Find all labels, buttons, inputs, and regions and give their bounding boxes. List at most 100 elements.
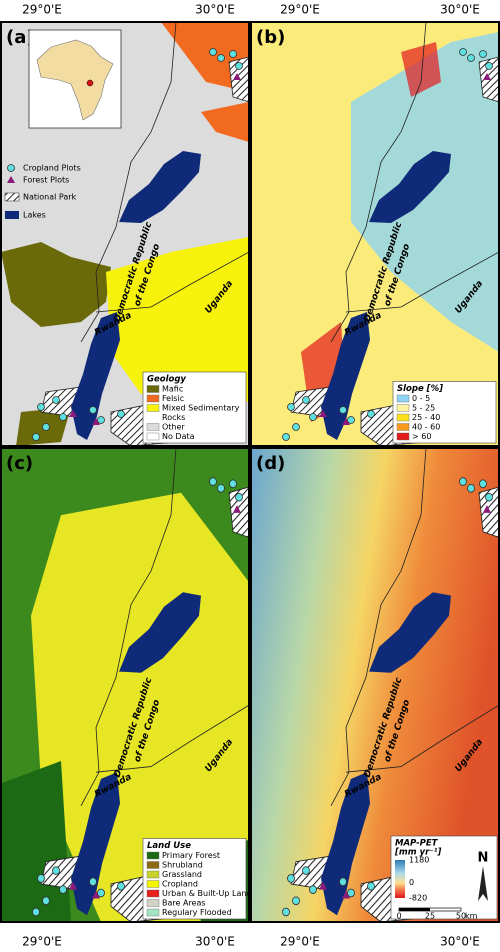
colorbar: [395, 860, 405, 898]
cropland-plot: [367, 410, 375, 418]
africa: [36, 39, 114, 121]
sedimentary-area: [106, 237, 249, 402]
panel-frame: [250, 447, 500, 923]
legend-swatch: [146, 394, 160, 403]
cropland-plot: [367, 881, 375, 891]
legend-swatch: [396, 423, 410, 431]
legend-label: Felsic: [162, 394, 184, 403]
legend-label: Forest Plots: [23, 176, 69, 185]
cropland-plot: [302, 396, 310, 404]
longitude-label: 30°0'E: [195, 935, 235, 949]
longitude-label: 29°0'E: [22, 935, 62, 949]
legend-swatch: [396, 413, 410, 422]
cropland-plot: [347, 888, 355, 898]
forest-plot: [69, 881, 77, 890]
cropland-plot: [347, 416, 355, 424]
panel-label: (c): [6, 453, 33, 474]
cropland-plot: [292, 423, 300, 431]
legend-swatch: [146, 880, 160, 888]
legend-swatch: [146, 385, 160, 393]
panel-frame: [0, 21, 250, 447]
cropland-plot: [302, 866, 310, 875]
lake: [321, 312, 370, 440]
legend-box: [142, 371, 247, 444]
legend-label: > 60: [412, 432, 431, 441]
legend-title: MAP-PET: [395, 839, 439, 849]
lake: [321, 772, 370, 916]
scale-tick-label: 0: [396, 912, 401, 921]
country-border: [330, 447, 500, 806]
cropland-plot: [292, 896, 300, 906]
forest-plot: [319, 410, 327, 417]
cropland-plot: [467, 483, 475, 493]
legend-label: 40 - 60: [412, 423, 440, 432]
cropland-plot: [235, 62, 243, 70]
panel-label: (b): [256, 27, 285, 48]
cropland-plot: [479, 479, 487, 489]
cropland-plot: [282, 907, 290, 917]
cropland-plot: [459, 477, 467, 486]
forest-plot: [483, 505, 491, 513]
longitude-label: 29°0'E: [280, 935, 320, 949]
lake: [119, 592, 201, 673]
cropland-plot: [59, 885, 67, 894]
cropland-plot: [32, 433, 40, 441]
cropland-plot: [97, 416, 105, 424]
forest-plot: [483, 73, 491, 80]
north-label: N: [478, 851, 489, 866]
legend-swatch: [7, 176, 15, 183]
cropland-plot: [287, 874, 295, 883]
country-border: [80, 21, 250, 343]
legend-label: 0 - 5: [412, 394, 430, 403]
legend-swatch: [7, 164, 15, 172]
cropland-plot: [282, 433, 290, 441]
panel-label: (d): [256, 453, 285, 474]
cropland-plot: [339, 406, 347, 414]
cropland-plot: [485, 492, 493, 502]
forest-plot: [92, 890, 100, 899]
cropland-plot: [97, 888, 105, 898]
legend-swatch: [146, 432, 160, 441]
cropland-plot: [459, 48, 467, 56]
cropland-plot: [32, 907, 40, 917]
legend-label: Mixed Sedimentary: [162, 404, 240, 413]
cropland-plot: [217, 54, 225, 62]
forest-plot: [92, 418, 100, 425]
map-layers: [1, 447, 250, 923]
legend-swatch: [146, 889, 160, 898]
legend-swatch: [146, 423, 160, 431]
mafic-area: [1, 242, 111, 446]
legend-title: Land Use: [147, 841, 191, 851]
lake: [119, 151, 201, 223]
legend-swatch: [396, 404, 410, 412]
cropland-plot: [287, 403, 295, 411]
legend-unit: [mm yr⁻¹]: [394, 848, 442, 858]
legend-label: Urban & Built-Up Land: [162, 889, 252, 898]
longitude-label: 30°0'E: [440, 935, 480, 949]
legend-label: Bare Areas: [162, 899, 206, 908]
scale-tick-label: 25: [425, 912, 435, 921]
country-border: [80, 447, 250, 806]
map-layers: [251, 21, 500, 447]
forest-plot: [233, 505, 241, 513]
cropland-plot: [309, 413, 317, 421]
cropland-plot: [37, 403, 45, 411]
longitude-label: 30°0'E: [440, 3, 480, 17]
legend-label: No Data: [162, 432, 195, 441]
country-border: [330, 21, 500, 343]
cropland-plot: [42, 423, 50, 431]
scale-tick-label: 50: [456, 912, 466, 921]
legend-swatch: [146, 851, 160, 860]
cropland-plot: [339, 877, 347, 887]
forest-plot: [342, 418, 350, 425]
legend-label: Rocks: [162, 413, 185, 422]
legend-label: Shrubland: [162, 861, 203, 870]
legend-label: Cropland: [162, 880, 198, 889]
cropland-plot: [309, 885, 317, 894]
legend-label: 25 - 40: [412, 413, 440, 422]
legend-title: Geology: [147, 375, 186, 385]
